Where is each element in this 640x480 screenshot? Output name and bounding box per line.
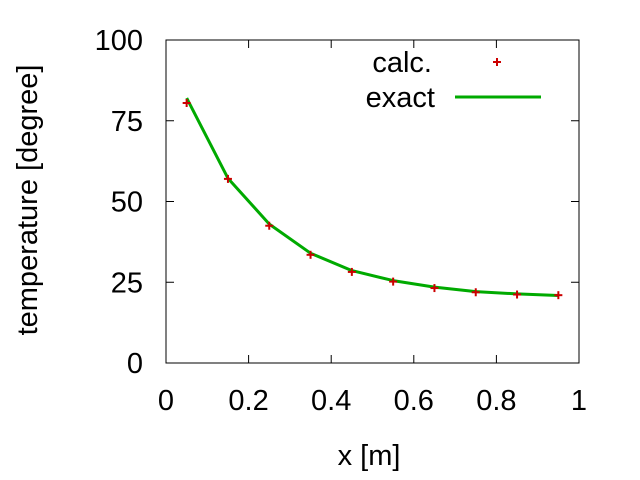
x-tick-label: 0 [158, 385, 174, 417]
x-axis-title: x [m] [338, 440, 401, 472]
legend-label-exact: exact [366, 82, 435, 114]
y-tick-label: 25 [111, 267, 143, 299]
calc-point [347, 267, 356, 276]
x-tick-label: 0.2 [228, 385, 268, 417]
calc-point [223, 174, 232, 183]
x-tick-label: 0.6 [394, 385, 434, 417]
y-tick-label: 75 [111, 106, 143, 138]
calc-point [513, 290, 522, 299]
calc-point [306, 250, 315, 259]
calc-point [265, 221, 274, 230]
exact-series-line [185, 97, 559, 297]
legend-marker-calc [493, 58, 501, 66]
x-tick-label: 0.4 [311, 385, 351, 417]
x-tick-label: 0.8 [476, 385, 516, 417]
calc-point [430, 284, 439, 293]
x-tick-label: 1 [571, 385, 587, 417]
plot-frame [165, 39, 580, 364]
y-tick-label: 0 [127, 348, 143, 380]
calc-point [554, 291, 563, 300]
ticks-layer: 0 0.2 0.4 0.6 0.8 1 0 25 50 75 100 [95, 25, 587, 417]
data-layer [182, 97, 563, 300]
y-tick-label: 100 [95, 25, 143, 57]
calc-point [471, 288, 480, 297]
y-tick-label: 50 [111, 187, 143, 219]
calc-point [182, 98, 191, 107]
legend-label-calc: calc. [372, 47, 432, 79]
legend: calc. exact [366, 47, 541, 114]
calc-point [389, 277, 398, 286]
y-axis-title: temperature [degree] [12, 65, 44, 336]
